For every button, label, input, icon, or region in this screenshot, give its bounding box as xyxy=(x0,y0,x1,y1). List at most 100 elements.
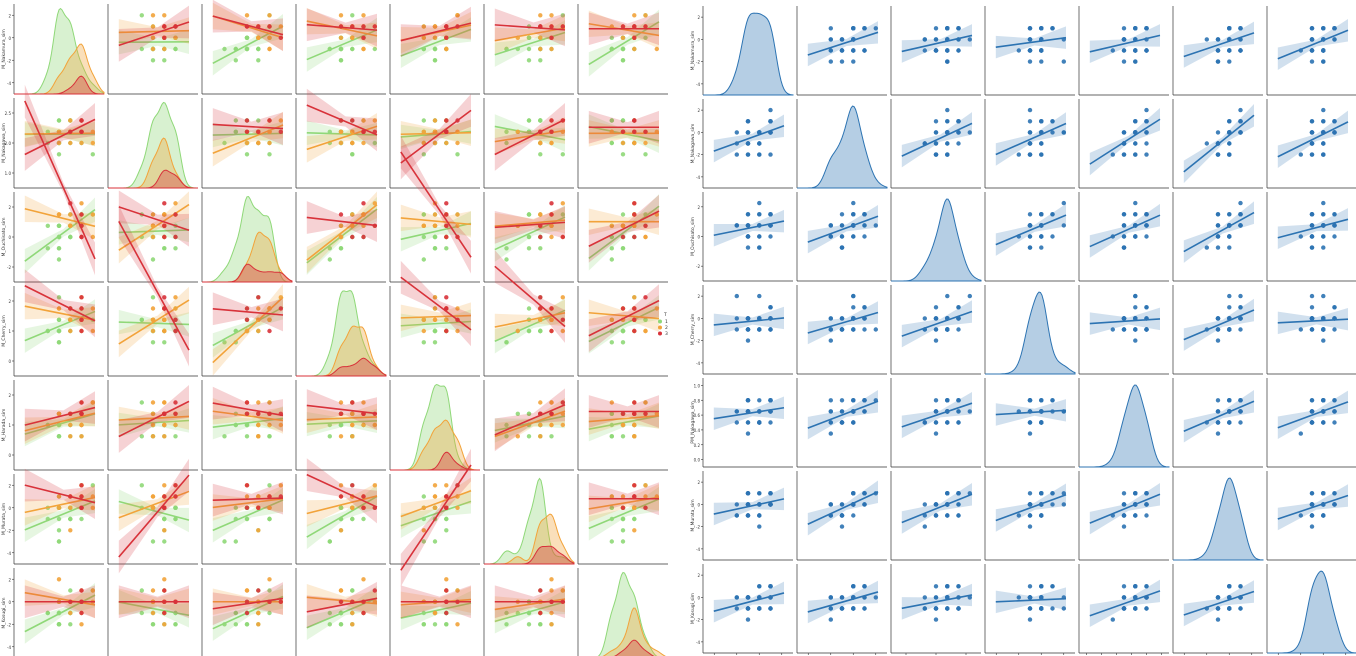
point-1-5 xyxy=(267,46,272,52)
legend-marker-0 xyxy=(658,319,662,324)
point-0-25 xyxy=(1321,245,1326,250)
regression-line-0 xyxy=(212,132,284,136)
cell-3-2 xyxy=(890,285,981,375)
point-0-39 xyxy=(745,491,751,496)
point-2-0 xyxy=(162,35,167,40)
point-0-32 xyxy=(862,606,867,611)
point-1-13 xyxy=(643,234,648,240)
y-tick-label: 2.0 xyxy=(5,141,12,146)
point-1-11 xyxy=(150,422,156,428)
point-1-12 xyxy=(632,295,637,300)
cell-4-3 xyxy=(984,378,1075,468)
point-2-3 xyxy=(79,129,84,134)
point-1-13 xyxy=(338,13,344,18)
cell-1-3 xyxy=(295,88,386,189)
point-1-12 xyxy=(432,24,438,29)
point-1-12 xyxy=(432,118,438,123)
regression-line-2 xyxy=(400,151,472,258)
point-2-1 xyxy=(632,212,637,217)
point-0-27 xyxy=(757,524,762,529)
point-0-19 xyxy=(327,246,332,251)
regression-line-0 xyxy=(1183,309,1255,341)
point-0-39 xyxy=(1321,212,1326,217)
y-axis-label: M_Murata_sim xyxy=(690,499,696,531)
kde-level-0 xyxy=(1173,477,1264,561)
point-1-7 xyxy=(162,13,167,18)
point-2-4 xyxy=(632,118,637,123)
point-0-19 xyxy=(620,246,626,251)
point-0-26 xyxy=(851,513,856,518)
point-0-4 xyxy=(222,140,227,146)
point-0-37 xyxy=(851,606,856,611)
regression-line-1 xyxy=(494,312,566,328)
regression-line-1 xyxy=(494,27,566,42)
y-tick-label: 1.0 xyxy=(694,383,701,388)
point-0-18 xyxy=(350,152,355,157)
point-2-2 xyxy=(444,610,449,616)
point-0-23 xyxy=(173,46,178,52)
point-1-7 xyxy=(162,212,167,217)
point-0-26 xyxy=(1121,130,1127,135)
point-0-27 xyxy=(1027,245,1033,250)
point-0-4 xyxy=(150,539,156,544)
point-1-8 xyxy=(350,129,355,134)
point-0-39 xyxy=(851,491,856,496)
regression-line-2 xyxy=(118,206,190,232)
point-0-19 xyxy=(56,340,62,345)
point-0-31 xyxy=(1050,398,1055,403)
cell-4-6 xyxy=(1266,378,1356,468)
regression-line-0 xyxy=(1089,493,1161,524)
point-2-4 xyxy=(350,234,355,240)
point-0-33 xyxy=(945,59,950,64)
point-2-0 xyxy=(549,129,554,134)
point-1-13 xyxy=(455,140,460,146)
regression-line-2 xyxy=(118,400,190,438)
point-0-10 xyxy=(1238,420,1243,425)
point-0-23 xyxy=(609,118,614,123)
point-2-3 xyxy=(643,295,648,300)
point-0-8 xyxy=(745,152,751,157)
cell-3-3 xyxy=(295,286,387,377)
point-2-3 xyxy=(256,295,261,300)
point-0-22 xyxy=(444,516,449,522)
point-0-27 xyxy=(922,524,927,529)
point-1-6 xyxy=(609,317,614,322)
point-1-13 xyxy=(150,588,156,593)
cell-5-1 xyxy=(107,458,198,574)
regression-line-2 xyxy=(588,210,660,247)
point-0-29 xyxy=(945,293,950,299)
point-1-11 xyxy=(68,223,73,228)
point-1-0 xyxy=(79,434,84,439)
point-0-23 xyxy=(1133,584,1138,589)
point-0-3 xyxy=(1215,431,1221,436)
regression-line-1 xyxy=(212,296,284,364)
point-0-10 xyxy=(757,491,762,496)
point-0-22 xyxy=(1321,119,1326,124)
point-1-11 xyxy=(620,35,626,40)
kde-level-2 xyxy=(202,263,293,283)
y-axis-label: M_Murata_sim xyxy=(1,503,7,535)
point-0-2 xyxy=(538,152,543,157)
point-0-36 xyxy=(757,152,762,157)
point-1-13 xyxy=(338,588,344,593)
y-axis-label: M_Kosugi_sim xyxy=(690,593,696,624)
point-0-3 xyxy=(828,617,833,622)
point-1-5 xyxy=(56,577,62,582)
point-0-26 xyxy=(1215,212,1221,217)
regression-line-1 xyxy=(588,22,660,37)
point-1-7 xyxy=(90,306,96,311)
point-0-38 xyxy=(945,327,950,332)
y-tick-label: -4 xyxy=(696,175,700,180)
point-0-23 xyxy=(526,118,532,123)
regression-line-2 xyxy=(400,109,472,164)
point-0-38 xyxy=(1027,26,1033,31)
cell-6-4: 0.00.20.40.60.81.0PM_Nakagawa_sim xyxy=(1078,564,1169,655)
regression-line-1 xyxy=(24,207,96,228)
point-2-3 xyxy=(538,295,543,300)
cell-4-1 xyxy=(796,378,887,468)
point-0-18 xyxy=(455,152,460,157)
y-tick-label: -2 xyxy=(696,525,700,530)
point-2-1 xyxy=(632,328,637,334)
